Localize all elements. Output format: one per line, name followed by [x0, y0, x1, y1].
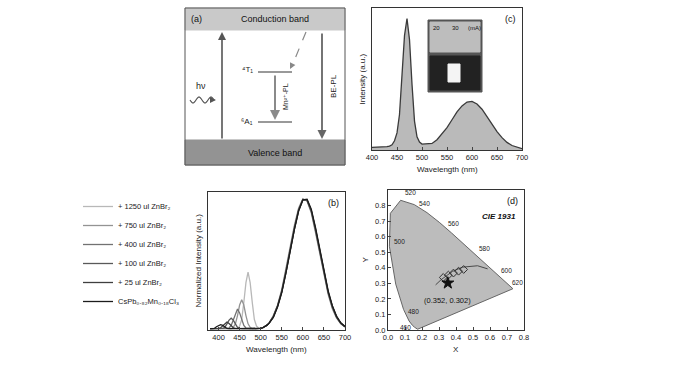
svg-text:0.0: 0.0 [375, 326, 385, 335]
svg-text:460: 460 [400, 324, 411, 331]
svg-text:0.7: 0.7 [502, 333, 512, 342]
svg-text:20: 20 [433, 25, 440, 31]
svg-text:700: 700 [516, 153, 529, 162]
svg-text:500: 500 [416, 153, 429, 162]
svg-text:0.0: 0.0 [383, 333, 393, 342]
svg-text:(d): (d) [507, 196, 518, 206]
svg-text:Valence band: Valence band [248, 148, 302, 158]
svg-text:⁶A₁: ⁶A₁ [241, 117, 253, 126]
svg-text:650: 650 [491, 153, 504, 162]
svg-text:500: 500 [254, 333, 267, 342]
svg-text:BE-PL: BE-PL [329, 74, 338, 98]
svg-text:650: 650 [318, 333, 331, 342]
svg-text:Normalized Intensity (a.u.): Normalized Intensity (a.u.) [194, 214, 203, 308]
svg-text:450: 450 [233, 333, 246, 342]
svg-text:600: 600 [297, 333, 310, 342]
svg-text:0.1: 0.1 [375, 310, 385, 319]
svg-text:0.6: 0.6 [485, 333, 495, 342]
svg-text:550: 550 [276, 333, 289, 342]
svg-text:450: 450 [391, 153, 404, 162]
svg-text:+ 25 ul ZnBr₂: + 25 ul ZnBr₂ [118, 278, 162, 287]
svg-text:CsPb₀.₈₂Mn₀.₁₈Cl₃: CsPb₀.₈₂Mn₀.₁₈Cl₃ [118, 297, 179, 306]
svg-text:600: 600 [466, 153, 479, 162]
svg-text:540: 540 [419, 200, 430, 207]
svg-text:0.3: 0.3 [434, 333, 444, 342]
svg-text:0.7: 0.7 [375, 217, 385, 226]
svg-text:+ 1250 ul ZnBr₂: + 1250 ul ZnBr₂ [118, 202, 170, 211]
svg-text:0.4: 0.4 [451, 333, 461, 342]
svg-text:hν: hν [196, 81, 206, 91]
svg-text:580: 580 [479, 245, 490, 252]
svg-text:(mA): (mA) [468, 25, 481, 31]
svg-text:Mn²⁺-PL: Mn²⁺-PL [282, 83, 289, 110]
svg-text:30: 30 [452, 25, 459, 31]
svg-text:0.5: 0.5 [468, 333, 478, 342]
svg-text:+ 400 ul ZnBr₂: + 400 ul ZnBr₂ [118, 240, 166, 249]
svg-text:620: 620 [512, 279, 523, 286]
svg-text:(b): (b) [328, 198, 339, 208]
svg-text:(c): (c) [505, 14, 516, 24]
svg-text:0.8: 0.8 [519, 333, 529, 342]
svg-text:0.2: 0.2 [375, 295, 385, 304]
svg-text:700: 700 [339, 333, 352, 342]
svg-text:⁴T₁: ⁴T₁ [242, 65, 253, 74]
svg-text:Wavelength (nm): Wavelength (nm) [417, 165, 478, 174]
svg-text:(a): (a) [191, 14, 202, 24]
svg-text:400: 400 [366, 153, 379, 162]
svg-text:400: 400 [212, 333, 225, 342]
svg-text:CIE 1931: CIE 1931 [482, 212, 516, 221]
svg-text:(0.352, 0.302): (0.352, 0.302) [424, 296, 471, 305]
svg-text:X: X [453, 345, 459, 354]
svg-text:560: 560 [448, 220, 459, 227]
svg-text:520: 520 [405, 189, 416, 196]
svg-text:600: 600 [501, 267, 512, 274]
svg-text:480: 480 [408, 308, 419, 315]
svg-text:0.2: 0.2 [417, 333, 427, 342]
svg-text:0.5: 0.5 [375, 248, 385, 257]
svg-text:+ 750 ul ZnBr₂: + 750 ul ZnBr₂ [118, 221, 166, 230]
svg-text:0.3: 0.3 [375, 279, 385, 288]
svg-text:0.4: 0.4 [375, 263, 385, 272]
svg-text:+ 100 ul ZnBr₂: + 100 ul ZnBr₂ [118, 259, 166, 268]
svg-text:Intensity (a.u.): Intensity (a.u.) [358, 53, 367, 104]
svg-text:Y: Y [361, 257, 370, 263]
svg-text:Conduction band: Conduction band [241, 14, 309, 24]
svg-text:550: 550 [441, 153, 454, 162]
svg-text:Wavelength (nm): Wavelength (nm) [246, 345, 307, 354]
svg-text:0.8: 0.8 [375, 201, 385, 210]
svg-text:0.6: 0.6 [375, 232, 385, 241]
svg-text:0.1: 0.1 [400, 333, 410, 342]
svg-text:500: 500 [394, 238, 405, 245]
